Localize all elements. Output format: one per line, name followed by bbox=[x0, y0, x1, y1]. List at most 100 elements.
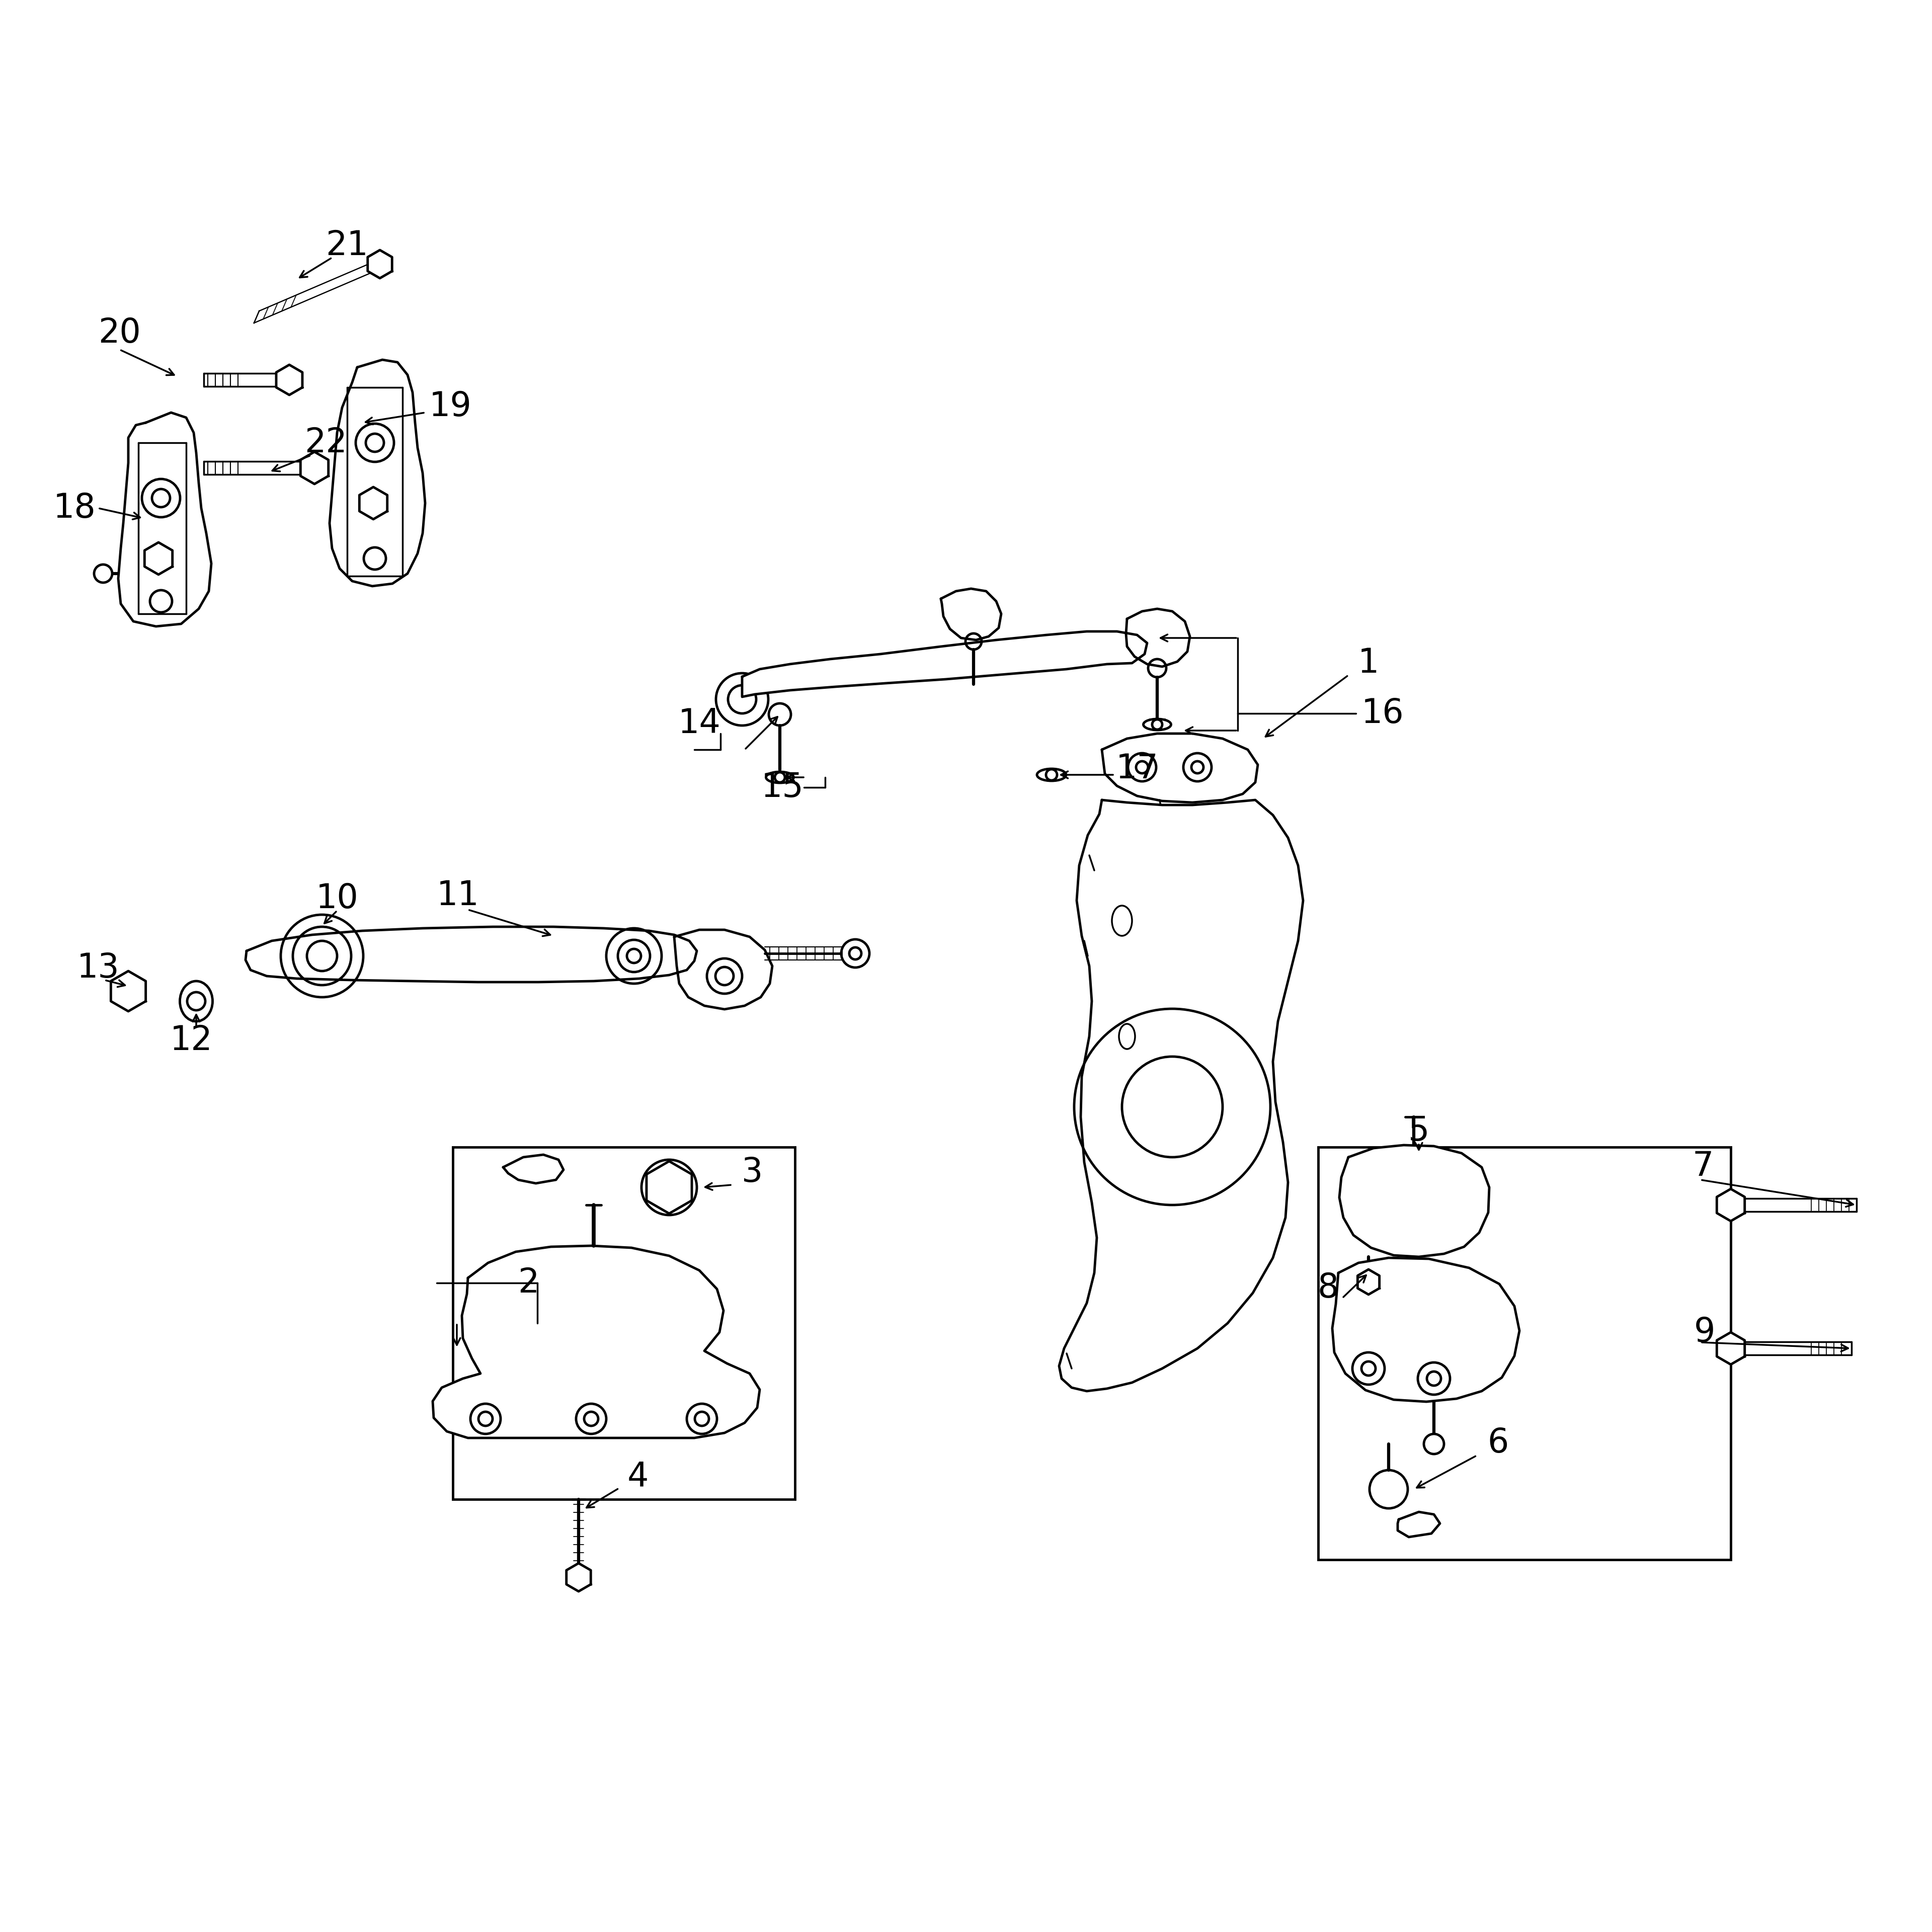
Circle shape bbox=[576, 1405, 607, 1434]
Circle shape bbox=[365, 433, 384, 452]
Polygon shape bbox=[330, 359, 425, 585]
Circle shape bbox=[151, 589, 172, 612]
Text: 13: 13 bbox=[77, 951, 120, 985]
Circle shape bbox=[686, 1405, 717, 1434]
Circle shape bbox=[657, 1175, 682, 1200]
Text: 22: 22 bbox=[305, 427, 348, 460]
Circle shape bbox=[583, 1412, 599, 1426]
Circle shape bbox=[850, 947, 862, 960]
Polygon shape bbox=[1358, 1269, 1379, 1294]
Text: 21: 21 bbox=[327, 228, 369, 263]
Circle shape bbox=[118, 981, 139, 1001]
Circle shape bbox=[307, 460, 323, 475]
Ellipse shape bbox=[1144, 719, 1171, 730]
Circle shape bbox=[187, 993, 205, 1010]
Bar bbox=[452, 1148, 794, 1499]
Circle shape bbox=[294, 927, 352, 985]
Ellipse shape bbox=[180, 981, 213, 1022]
Polygon shape bbox=[367, 249, 392, 278]
Polygon shape bbox=[1101, 734, 1258, 802]
Ellipse shape bbox=[765, 771, 794, 782]
Text: 16: 16 bbox=[1362, 697, 1405, 730]
Circle shape bbox=[769, 703, 790, 726]
Circle shape bbox=[717, 672, 769, 726]
Circle shape bbox=[707, 958, 742, 993]
Circle shape bbox=[1424, 1434, 1443, 1455]
Polygon shape bbox=[245, 927, 697, 981]
Circle shape bbox=[280, 914, 363, 997]
Circle shape bbox=[282, 373, 296, 386]
Circle shape bbox=[696, 1412, 709, 1426]
Circle shape bbox=[363, 547, 386, 570]
Circle shape bbox=[1723, 1198, 1739, 1213]
Polygon shape bbox=[118, 413, 211, 626]
Text: 11: 11 bbox=[437, 879, 479, 912]
Text: 7: 7 bbox=[1692, 1150, 1714, 1182]
Polygon shape bbox=[1333, 1258, 1519, 1403]
Circle shape bbox=[1182, 753, 1211, 781]
Text: 19: 19 bbox=[429, 390, 471, 423]
Circle shape bbox=[1148, 659, 1167, 678]
Circle shape bbox=[607, 927, 661, 983]
Circle shape bbox=[1192, 761, 1204, 773]
Text: 6: 6 bbox=[1488, 1426, 1509, 1459]
Circle shape bbox=[1370, 1470, 1408, 1509]
Circle shape bbox=[373, 259, 386, 270]
Circle shape bbox=[1362, 1275, 1374, 1289]
Polygon shape bbox=[301, 452, 328, 485]
Ellipse shape bbox=[1113, 906, 1132, 935]
Text: 18: 18 bbox=[54, 491, 97, 526]
Circle shape bbox=[1723, 1341, 1739, 1356]
Polygon shape bbox=[674, 929, 773, 1009]
Polygon shape bbox=[145, 543, 172, 574]
Circle shape bbox=[141, 479, 180, 518]
Bar bbox=[1318, 1148, 1731, 1559]
Polygon shape bbox=[1126, 609, 1190, 667]
Polygon shape bbox=[1397, 1513, 1439, 1538]
Text: 10: 10 bbox=[315, 883, 359, 916]
Circle shape bbox=[775, 773, 784, 782]
Circle shape bbox=[151, 551, 166, 566]
Circle shape bbox=[95, 564, 112, 583]
Polygon shape bbox=[433, 1246, 759, 1437]
Polygon shape bbox=[359, 487, 386, 520]
Circle shape bbox=[1128, 753, 1155, 781]
Circle shape bbox=[1136, 761, 1148, 773]
Text: 9: 9 bbox=[1694, 1316, 1716, 1349]
Circle shape bbox=[728, 686, 755, 713]
Text: 12: 12 bbox=[170, 1024, 213, 1057]
Circle shape bbox=[1074, 1009, 1271, 1206]
Circle shape bbox=[1045, 769, 1057, 781]
Circle shape bbox=[355, 423, 394, 462]
Circle shape bbox=[840, 939, 869, 968]
Ellipse shape bbox=[1119, 1024, 1136, 1049]
Polygon shape bbox=[1718, 1188, 1745, 1221]
Text: 15: 15 bbox=[761, 771, 804, 804]
Circle shape bbox=[641, 1159, 697, 1215]
Polygon shape bbox=[566, 1563, 591, 1592]
Text: 17: 17 bbox=[1115, 752, 1159, 786]
Circle shape bbox=[124, 985, 133, 997]
Circle shape bbox=[1362, 1362, 1376, 1376]
Circle shape bbox=[715, 968, 734, 985]
Circle shape bbox=[1122, 1057, 1223, 1157]
Circle shape bbox=[663, 1180, 676, 1194]
Text: 4: 4 bbox=[628, 1461, 649, 1493]
Polygon shape bbox=[502, 1155, 564, 1182]
Text: 3: 3 bbox=[742, 1155, 763, 1188]
Polygon shape bbox=[647, 1161, 692, 1213]
Circle shape bbox=[469, 1405, 500, 1434]
Polygon shape bbox=[1059, 800, 1302, 1391]
Circle shape bbox=[1418, 1362, 1451, 1395]
Polygon shape bbox=[742, 632, 1148, 697]
Circle shape bbox=[479, 1412, 493, 1426]
Circle shape bbox=[1428, 1372, 1441, 1385]
Circle shape bbox=[153, 489, 170, 506]
Text: 8: 8 bbox=[1318, 1271, 1339, 1304]
Ellipse shape bbox=[1037, 769, 1066, 781]
Circle shape bbox=[626, 949, 641, 962]
Text: 2: 2 bbox=[518, 1265, 539, 1300]
Polygon shape bbox=[1718, 1333, 1745, 1364]
Circle shape bbox=[618, 939, 649, 972]
Text: 1: 1 bbox=[1358, 647, 1379, 680]
